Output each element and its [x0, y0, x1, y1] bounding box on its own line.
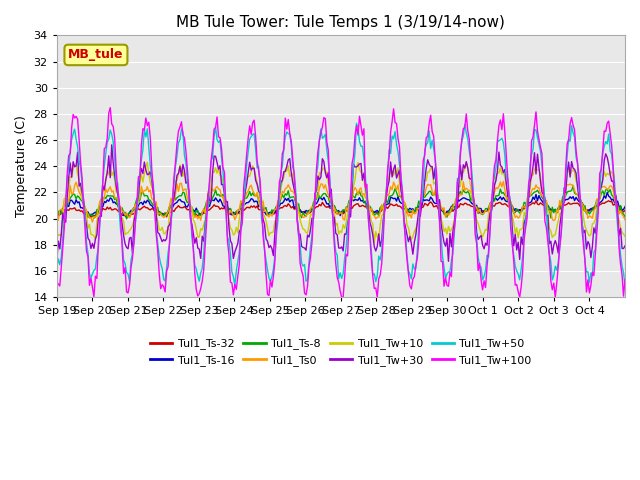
Tul1_Ts-32 — [72, 207, 80, 213]
Tul1_Tw+100 — [621, 276, 629, 282]
Tul1_Tw+30 — [72, 163, 80, 169]
Tul1_Ts-16 — [347, 200, 355, 206]
Tul1_Ts-8 — [123, 216, 131, 222]
Line: Tul1_Ts0: Tul1_Ts0 — [57, 181, 625, 222]
Tul1_Tw+10 — [620, 231, 627, 237]
Tul1_Tw+50 — [53, 264, 61, 270]
Tul1_Ts-8 — [347, 200, 355, 206]
Tul1_Ts-16 — [604, 190, 611, 195]
Tul1_Tw+10 — [621, 233, 629, 239]
Tul1_Tw+10 — [53, 229, 61, 235]
Tul1_Tw+50 — [618, 264, 626, 269]
Tul1_Tw+100 — [72, 114, 80, 120]
Tul1_Tw+50 — [345, 207, 353, 213]
Legend: Tul1_Ts-32, Tul1_Ts-16, Tul1_Ts-8, Tul1_Ts0, Tul1_Tw+10, Tul1_Tw+30, Tul1_Tw+50,: Tul1_Ts-32, Tul1_Ts-16, Tul1_Ts-8, Tul1_… — [146, 334, 536, 370]
Tul1_Tw+30 — [620, 246, 627, 252]
Tul1_Ts-16 — [123, 215, 131, 220]
Tul1_Tw+100 — [461, 125, 468, 131]
Tul1_Tw+50 — [90, 267, 98, 273]
Tul1_Ts0 — [347, 199, 355, 205]
Tul1_Ts0 — [53, 216, 61, 222]
Tul1_Ts-16 — [620, 206, 627, 212]
Tul1_Ts-16 — [53, 213, 61, 219]
Tul1_Ts-32 — [621, 207, 629, 213]
Tul1_Tw+10 — [90, 233, 98, 239]
Tul1_Ts-32 — [545, 206, 553, 212]
Tul1_Ts-8 — [460, 187, 467, 193]
Line: Tul1_Ts-32: Tul1_Ts-32 — [57, 201, 625, 217]
Line: Tul1_Tw+100: Tul1_Tw+100 — [57, 108, 625, 297]
Tul1_Tw+10 — [371, 240, 378, 246]
Tul1_Tw+100 — [348, 161, 356, 167]
Line: Tul1_Ts-8: Tul1_Ts-8 — [57, 186, 625, 219]
Tul1_Ts-16 — [90, 210, 98, 216]
Tul1_Ts-32 — [347, 205, 355, 211]
Tul1_Ts0 — [92, 215, 99, 220]
Tul1_Ts-32 — [460, 202, 467, 208]
Tul1_Tw+30 — [53, 258, 61, 264]
Tul1_Tw+100 — [620, 293, 627, 299]
Line: Tul1_Tw+10: Tul1_Tw+10 — [57, 162, 625, 243]
Tul1_Tw+50 — [544, 231, 552, 237]
Tul1_Ts0 — [499, 179, 507, 184]
Tul1_Ts0 — [460, 179, 467, 184]
Tul1_Ts0 — [621, 217, 629, 223]
Tul1_Tw+30 — [108, 142, 116, 148]
Tul1_Ts-16 — [544, 203, 552, 208]
Tul1_Tw+100 — [338, 294, 346, 300]
Title: MB Tule Tower: Tule Temps 1 (3/19/14-now): MB Tule Tower: Tule Temps 1 (3/19/14-now… — [177, 15, 506, 30]
Tul1_Tw+100 — [53, 283, 61, 288]
Tul1_Ts0 — [620, 214, 627, 219]
Tul1_Tw+10 — [461, 166, 468, 171]
Tul1_Ts-8 — [569, 183, 577, 189]
Tul1_Tw+30 — [90, 245, 98, 251]
Tul1_Tw+10 — [72, 162, 80, 168]
Line: Tul1_Tw+30: Tul1_Tw+30 — [57, 145, 625, 261]
Tul1_Ts-16 — [72, 197, 80, 203]
Tul1_Ts-8 — [544, 204, 552, 210]
Tul1_Tw+100 — [90, 294, 98, 300]
Tul1_Tw+30 — [545, 241, 553, 247]
Tul1_Tw+30 — [347, 214, 355, 220]
Text: MB_tule: MB_tule — [68, 48, 124, 61]
Tul1_Tw+50 — [72, 136, 80, 142]
Tul1_Tw+50 — [353, 120, 360, 126]
Tul1_Tw+100 — [106, 105, 114, 110]
Tul1_Ts-16 — [460, 195, 467, 201]
Tul1_Ts-8 — [53, 215, 61, 220]
Tul1_Tw+10 — [545, 226, 553, 231]
Tul1_Ts0 — [545, 208, 553, 214]
Tul1_Tw+30 — [445, 258, 452, 264]
Y-axis label: Temperature (C): Temperature (C) — [15, 115, 28, 217]
Tul1_Ts-32 — [620, 209, 627, 215]
Tul1_Ts0 — [88, 219, 96, 225]
Line: Tul1_Ts-16: Tul1_Ts-16 — [57, 192, 625, 217]
Tul1_Ts-32 — [532, 198, 540, 204]
Line: Tul1_Tw+50: Tul1_Tw+50 — [57, 123, 625, 286]
Tul1_Tw+10 — [143, 159, 151, 165]
Tul1_Ts-8 — [621, 214, 629, 220]
Tul1_Tw+50 — [460, 133, 467, 139]
Tul1_Ts-32 — [92, 213, 99, 219]
Tul1_Ts-16 — [621, 204, 629, 210]
Tul1_Tw+10 — [347, 191, 355, 197]
Tul1_Ts-8 — [72, 196, 80, 202]
Tul1_Ts0 — [72, 180, 80, 185]
Tul1_Ts-8 — [90, 216, 98, 221]
Tul1_Tw+100 — [545, 253, 553, 259]
Tul1_Tw+30 — [621, 243, 629, 249]
Tul1_Ts-8 — [620, 211, 627, 217]
Tul1_Tw+30 — [461, 165, 468, 171]
Tul1_Tw+50 — [621, 283, 629, 288]
Tul1_Ts-32 — [87, 214, 95, 220]
Tul1_Ts-32 — [53, 213, 61, 218]
